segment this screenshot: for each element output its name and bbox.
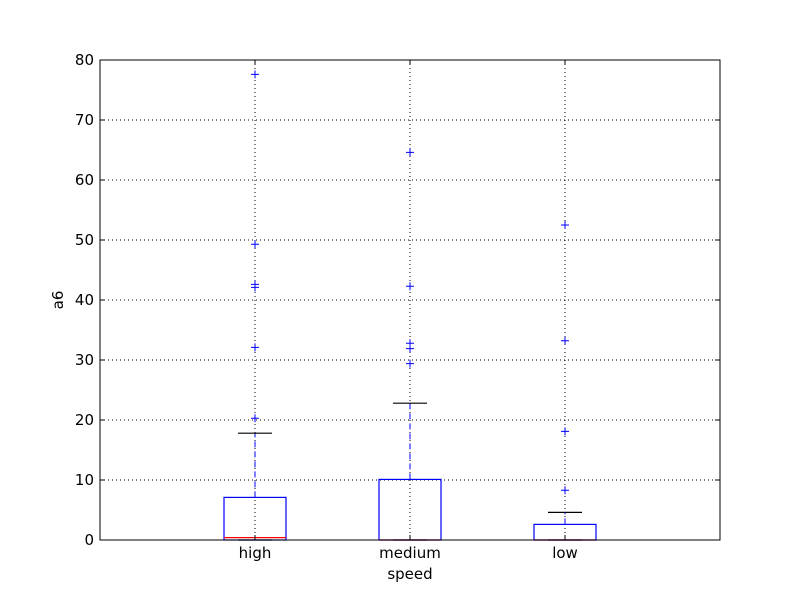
outlier-point [406,282,414,291]
outlier-point [251,240,259,249]
x-axis-label: speed [387,565,432,583]
y-axis: 0 10 20 30 40 50 60 70 80 [75,51,720,549]
x-axis: high medium low [239,60,578,562]
grid-layer [100,60,720,540]
outlier-point [251,70,259,79]
outlier-point [561,336,569,345]
outlier-point [251,280,259,289]
outlier-point [561,221,569,229]
y-tick-label: 10 [75,471,94,489]
outlier-point [561,427,569,436]
y-tick-label: 50 [75,231,94,249]
outlier-point [251,414,259,423]
y-tick-label: 40 [75,291,94,309]
y-tick-label: 70 [75,111,94,129]
outlier-point [406,359,414,368]
y-tick-label: 20 [75,411,94,429]
outlier-point [251,343,259,352]
y-tick-label: 0 [84,531,94,549]
x-tick-label: medium [379,544,441,562]
y-tick-label: 30 [75,351,94,369]
outlier-point [406,148,414,157]
x-tick-label: high [239,544,272,562]
x-tick-label: low [552,544,578,562]
y-tick-label: 60 [75,171,94,189]
y-tick-label: 80 [75,51,94,69]
outlier-point [561,486,569,495]
outlier-point [406,339,414,348]
y-axis-label: a6 [49,291,67,310]
